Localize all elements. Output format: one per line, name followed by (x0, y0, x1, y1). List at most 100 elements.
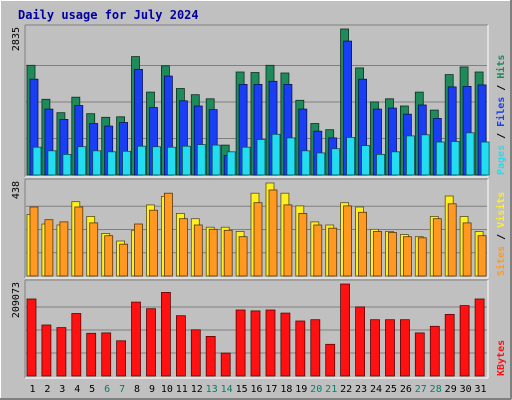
bar-pages-day-27 (420, 134, 430, 176)
bar-sites-day-3 (59, 221, 69, 277)
bar-kbytes-day-30 (459, 305, 470, 377)
bar-pages-day-9 (152, 146, 161, 176)
x-tick-label-day-18: 18 (280, 384, 292, 395)
bar-kbytes-day-24 (370, 319, 380, 377)
panel-legend-label: Pages / Files / Hits (495, 55, 507, 175)
bar-sites-day-10 (163, 192, 173, 277)
bar-pages-day-19 (301, 150, 311, 176)
x-tick-label-day-2: 2 (44, 384, 50, 395)
bar-pages-day-28 (435, 141, 445, 176)
bar-pages-day-26 (405, 135, 415, 176)
bar-pages-day-29 (450, 141, 460, 176)
bar-pages-day-4 (77, 146, 87, 176)
legend-part: Sites (495, 246, 507, 276)
bar-sites-day-26 (402, 236, 412, 277)
bar-sites-day-8 (134, 223, 143, 277)
bar-kbytes-day-14 (220, 352, 231, 377)
bar-pages-day-2 (47, 150, 57, 176)
bar-sites-day-24 (373, 230, 382, 277)
x-tick-label-day-6: 6 (104, 384, 110, 395)
x-tick-label-day-31: 31 (474, 384, 486, 395)
bar-pages-day-1 (32, 146, 42, 176)
bar-kbytes-day-26 (399, 319, 410, 377)
bar-pages-day-15 (241, 146, 251, 176)
bar-kbytes-day-19 (295, 320, 306, 377)
x-tick-label-day-4: 4 (74, 384, 80, 395)
bar-sites-day-1 (29, 206, 39, 277)
bar-sites-day-25 (388, 232, 397, 277)
bar-kbytes-day-16 (250, 310, 261, 377)
bar-pages-day-31 (480, 141, 490, 176)
bar-pages-day-6 (107, 151, 117, 176)
bar-sites-day-18 (283, 204, 293, 277)
bar-kbytes-day-7 (116, 340, 126, 377)
bar-pages-day-12 (196, 144, 206, 176)
bar-kbytes-day-18 (280, 312, 291, 377)
bar-sites-day-7 (119, 243, 128, 277)
x-tick-label-day-5: 5 (89, 384, 95, 395)
bar-pages-day-18 (286, 137, 296, 176)
bar-sites-day-28 (432, 218, 442, 277)
bar-sites-day-19 (298, 212, 308, 277)
bar-pages-day-30 (465, 132, 475, 176)
legend-part: Pages (496, 145, 507, 175)
bar-kbytes-day-8 (131, 301, 141, 377)
bar-pages-day-24 (376, 153, 385, 176)
x-tick-label-day-16: 16 (250, 384, 262, 395)
x-tick-label-day-1: 1 (29, 384, 35, 395)
bar-sites-day-11 (178, 218, 188, 277)
bar-kbytes-day-28 (429, 325, 440, 377)
x-tick-label-day-27: 27 (415, 384, 427, 395)
chart-title: Daily usage for July 2024 (18, 8, 199, 22)
panel-sites-visits: 438 Sites / Visits (11, 178, 507, 279)
legend-part: Files (495, 97, 507, 127)
bar-kbytes-day-9 (146, 308, 156, 377)
x-tick-label-day-20: 20 (310, 384, 322, 395)
bar-kbytes-day-17 (265, 309, 276, 377)
y-max-label: 438 (11, 181, 22, 199)
bar-pages-day-11 (181, 145, 191, 176)
bar-sites-day-29 (447, 203, 457, 277)
bar-sites-day-20 (313, 224, 323, 277)
bar-sites-day-14 (223, 229, 233, 277)
bar-sites-day-17 (268, 189, 278, 277)
bar-kbytes-day-29 (444, 313, 455, 377)
bar-pages-day-5 (92, 150, 102, 176)
bar-kbytes-day-22 (340, 283, 351, 377)
x-tick-label-day-10: 10 (161, 384, 173, 395)
legend-part: / (496, 228, 507, 246)
bar-pages-day-17 (271, 133, 281, 176)
bar-pages-day-22 (346, 136, 356, 176)
x-tick-label-day-13: 13 (206, 384, 218, 395)
legend-part: Hits (495, 55, 507, 79)
bar-pages-day-3 (62, 153, 72, 176)
y-max-label: 2835 (11, 27, 22, 51)
legend-part: KBytes (496, 340, 507, 376)
bar-pages-day-20 (316, 152, 326, 176)
bar-sites-day-16 (253, 202, 263, 277)
bar-kbytes-day-31 (474, 298, 485, 377)
y-max-label: 209073 (11, 282, 22, 318)
bar-kbytes-day-25 (385, 319, 395, 377)
panel-kbytes: 209073 KBytes (11, 279, 507, 379)
x-tick-label-day-24: 24 (370, 384, 382, 395)
bar-kbytes-day-5 (86, 332, 97, 377)
x-axis-labels: 1 2 3 4 5 6 7 8 9 10 11 12 13 14 15 16 17 18 19 20 21 22 23 24 2… (29, 384, 486, 395)
x-tick-label-day-8: 8 (134, 384, 140, 395)
bar-sites-day-2 (44, 219, 54, 277)
bar-sites-day-23 (358, 211, 368, 277)
panel-legend-label: KBytes (496, 340, 507, 376)
x-tick-label-day-3: 3 (59, 384, 65, 395)
x-tick-label-day-23: 23 (355, 384, 367, 395)
x-tick-label-day-30: 30 (460, 384, 472, 395)
bar-sites-day-9 (149, 209, 158, 277)
bar-pages-day-14 (226, 151, 236, 176)
bar-sites-day-21 (328, 227, 338, 277)
bar-kbytes-day-4 (71, 313, 82, 377)
bar-pages-day-10 (166, 146, 176, 176)
legend-part: / (496, 127, 507, 145)
bar-kbytes-day-11 (175, 315, 186, 377)
legend-part: Visits (495, 192, 507, 228)
